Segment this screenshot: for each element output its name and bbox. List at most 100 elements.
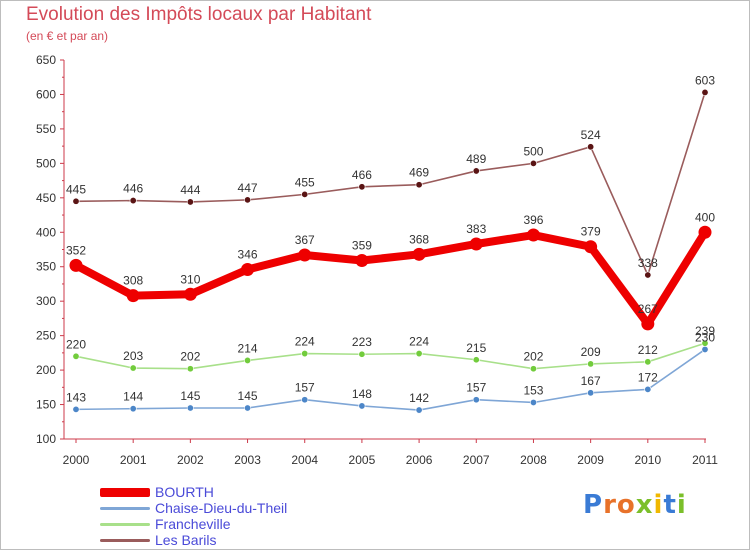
legend-swatch xyxy=(100,487,150,497)
data-point xyxy=(183,287,197,301)
data-point xyxy=(472,167,480,175)
data-label: 145 xyxy=(180,389,200,403)
data-point xyxy=(529,365,537,373)
data-label: 267 xyxy=(638,302,658,316)
data-label: 400 xyxy=(695,210,715,224)
data-label: 224 xyxy=(409,335,429,349)
data-point xyxy=(469,237,483,251)
data-point xyxy=(126,289,140,303)
data-point xyxy=(415,350,423,358)
legend-label: Chaise-Dieu-du-Theil xyxy=(155,500,288,516)
legend-item-les-barils: Les Barils xyxy=(100,532,287,548)
logo-letter: t xyxy=(663,490,677,520)
legend-label: Francheville xyxy=(155,516,231,532)
data-label: 203 xyxy=(123,349,143,363)
data-label: 603 xyxy=(695,73,715,87)
y-tick-label: 200 xyxy=(36,363,56,377)
x-tick-label: 2001 xyxy=(120,453,147,467)
y-tick-label: 400 xyxy=(36,225,56,239)
data-point xyxy=(358,402,366,410)
logo-letter: x xyxy=(635,490,654,520)
data-point xyxy=(701,345,709,353)
x-tick-label: 2004 xyxy=(291,453,318,467)
data-label: 212 xyxy=(638,343,658,357)
data-point xyxy=(529,398,537,406)
legend-item-chaise-dieu-du-theil: Chaise-Dieu-du-Theil xyxy=(100,500,287,516)
data-label: 143 xyxy=(66,390,86,404)
data-label: 489 xyxy=(466,152,486,166)
data-label: 145 xyxy=(238,389,258,403)
data-point xyxy=(186,404,194,412)
data-point xyxy=(301,396,309,404)
data-label: 338 xyxy=(638,256,658,270)
data-point xyxy=(186,198,194,206)
data-point xyxy=(644,358,652,366)
data-point xyxy=(587,360,595,368)
data-point xyxy=(244,404,252,412)
data-point xyxy=(584,240,598,254)
data-point xyxy=(472,356,480,364)
chart-title: Evolution des Impôts locaux par Habitant xyxy=(26,4,372,25)
series-line-francheville xyxy=(75,342,706,370)
data-point xyxy=(244,196,252,204)
series-line-chaise-dieu-du-theil xyxy=(75,348,706,411)
legend-item-francheville: Francheville xyxy=(100,516,287,532)
data-label: 224 xyxy=(295,335,315,349)
y-tick-label: 100 xyxy=(36,432,56,446)
logo-letter: P xyxy=(583,490,604,520)
x-tick-label: 2002 xyxy=(177,453,204,467)
data-point xyxy=(244,356,252,364)
data-label: 157 xyxy=(295,381,315,395)
legend: BOURTH Chaise-Dieu-du-Theil Francheville… xyxy=(100,484,287,548)
data-point xyxy=(129,405,137,413)
y-tick-label: 650 xyxy=(36,53,56,67)
x-tick-label: 2005 xyxy=(349,453,376,467)
series-lines xyxy=(72,91,709,411)
data-point xyxy=(301,190,309,198)
data-labels: 143 144 145 145 157 148 142 157 153 167 172 230 220 2… xyxy=(66,73,715,405)
x-tick-label: 2000 xyxy=(63,453,90,467)
data-point xyxy=(358,183,366,191)
data-label: 142 xyxy=(409,391,429,405)
data-label: 239 xyxy=(695,324,715,338)
logo-letter: o xyxy=(616,490,636,520)
data-label: 310 xyxy=(180,272,200,286)
data-point xyxy=(701,339,709,347)
data-point xyxy=(69,258,83,272)
data-point xyxy=(415,406,423,414)
data-label: 214 xyxy=(238,341,258,355)
legend-swatch xyxy=(100,506,150,510)
data-label: 220 xyxy=(66,337,86,351)
data-label: 466 xyxy=(352,168,372,182)
x-tick-label: 2009 xyxy=(577,453,604,467)
data-label: 500 xyxy=(523,144,543,158)
data-point xyxy=(472,396,480,404)
y-tick-label: 250 xyxy=(36,329,56,343)
legend-label: BOURTH xyxy=(155,484,214,500)
data-label: 367 xyxy=(295,233,315,247)
y-tick-label: 550 xyxy=(36,122,56,136)
data-point xyxy=(72,352,80,360)
legend-item-bourth: BOURTH xyxy=(100,484,287,500)
legend-swatch xyxy=(100,522,150,526)
y-tick-label: 450 xyxy=(36,191,56,205)
data-label: 144 xyxy=(123,390,143,404)
series-dots xyxy=(69,88,712,414)
data-label: 148 xyxy=(352,387,372,401)
data-point xyxy=(698,225,712,239)
x-tick-label: 2010 xyxy=(634,453,661,467)
proxiti-logo: Proxiti xyxy=(583,490,687,520)
y-tick-label: 150 xyxy=(36,398,56,412)
data-label: 209 xyxy=(581,345,601,359)
data-label: 446 xyxy=(123,182,143,196)
x-tick-label: 2007 xyxy=(463,453,490,467)
data-label: 202 xyxy=(180,350,200,364)
data-point xyxy=(355,254,369,268)
logo-letter: i xyxy=(676,490,687,520)
data-point xyxy=(186,365,194,373)
chart-subtitle: (en € et par an) xyxy=(26,29,109,43)
data-label: 157 xyxy=(466,381,486,395)
data-label: 359 xyxy=(352,239,372,253)
x-tick-label: 2003 xyxy=(234,453,261,467)
